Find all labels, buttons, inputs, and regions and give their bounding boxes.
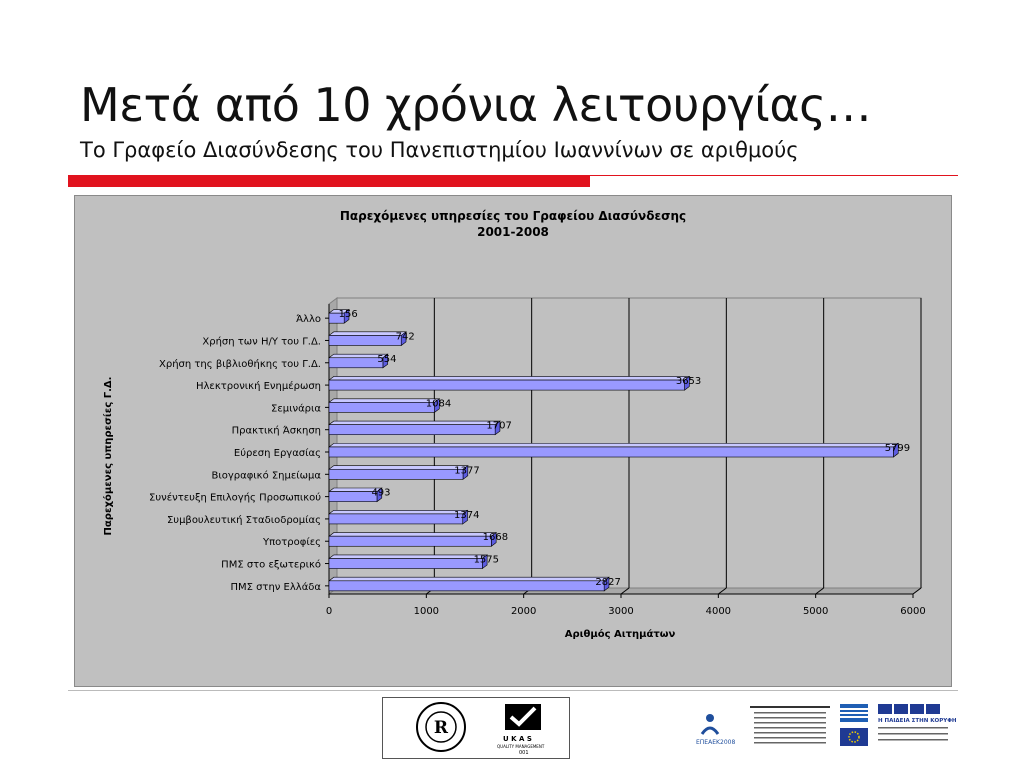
epeaek-logo: ΕΠΕΑΕΚ 2008 bbox=[696, 714, 735, 746]
iso-certification-seal: R bbox=[416, 702, 466, 752]
y-tick-label: Βιογραφικό Σημείωμα bbox=[211, 469, 321, 481]
x-tick-label: 3000 bbox=[608, 606, 633, 617]
ministry-text-block bbox=[750, 706, 830, 744]
gridline-floor bbox=[718, 587, 727, 595]
bar-top bbox=[328, 554, 489, 559]
y-tick-label: Χρήση της βιβλιοθήκης του Γ.Δ. bbox=[159, 358, 321, 370]
paideia-logo: Η ΠΑΙΔΕΙΑ ΣΤΗΝ ΚΟΡΥΦΗ bbox=[878, 704, 957, 741]
data-label: 2827 bbox=[595, 577, 620, 588]
data-label: 742 bbox=[396, 331, 415, 342]
data-label: 1377 bbox=[454, 465, 479, 476]
chart-panel: Παρεχόμενες υπηρεσίες του Γραφείου Διασύ… bbox=[74, 195, 952, 687]
bar-top bbox=[328, 576, 610, 582]
x-tick-label: 5000 bbox=[803, 606, 828, 617]
slide-subtitle: Το Γραφείο Διασύνδεσης του Πανεπιστημίου… bbox=[80, 138, 799, 162]
data-label: 156 bbox=[339, 309, 358, 320]
y-tick-label: Άλλο bbox=[296, 313, 321, 325]
accent-line bbox=[590, 175, 958, 176]
y-tick-label: Σεμινάρια bbox=[271, 402, 321, 414]
bar bbox=[328, 580, 605, 592]
data-label: 1668 bbox=[483, 532, 508, 543]
bar bbox=[328, 513, 464, 525]
y-tick-label: Συμβουλευτική Σταδιοδρομίας bbox=[167, 514, 321, 526]
y-tick-label: ΠΜΣ στο εξωτερικό bbox=[221, 559, 321, 571]
y-tick-label: Ηλεκτρονική Ενημέρωση bbox=[196, 380, 321, 392]
gridline-floor bbox=[620, 587, 630, 595]
bar-top bbox=[328, 376, 691, 381]
epeaek-label: ΕΠΕΑΕΚ bbox=[696, 739, 721, 746]
data-label: 1084 bbox=[426, 398, 451, 409]
data-label: 1374 bbox=[454, 510, 479, 521]
chart-title-line-2: 2001-2008 bbox=[477, 225, 549, 239]
greek-flag-icon bbox=[840, 704, 868, 722]
bar-top bbox=[328, 532, 498, 537]
y-axis-label: Παρεχόμενες υπηρεσίες Γ.Δ. bbox=[102, 377, 114, 536]
ukas-sublabel: QUALITY MANAGEMENT bbox=[497, 744, 545, 749]
bar-top bbox=[328, 510, 469, 515]
bar bbox=[328, 491, 378, 502]
bar bbox=[328, 558, 483, 569]
gridline-floor bbox=[912, 587, 922, 595]
data-label: 493 bbox=[371, 488, 390, 499]
y-tick-label: ΠΜΣ στην Ελλάδα bbox=[230, 581, 321, 593]
plot-area: 0 1000 2000 3000 4000 5000 6000 Άλλο 156 Χρήση τω… bbox=[149, 297, 926, 617]
certification-logos: R U K A S QUALITY MANAGEMENT 001 bbox=[382, 697, 570, 759]
ukas-label: U K A S bbox=[503, 735, 532, 743]
y-tick-label: Εύρεση Εργασίας bbox=[234, 447, 321, 459]
footer-divider bbox=[68, 690, 958, 691]
eu-flag-icon bbox=[840, 728, 868, 746]
x-tick-label: 6000 bbox=[900, 606, 925, 617]
x-tick-label: 0 bbox=[326, 606, 332, 617]
bar bbox=[328, 446, 894, 458]
bar-top bbox=[328, 420, 501, 425]
bar-top bbox=[328, 465, 469, 470]
bar-top bbox=[328, 331, 407, 336]
y-tick-label: Συνέντευξη Επιλογής Προσωπικού bbox=[149, 492, 321, 504]
epeaek-year: 2008 bbox=[720, 739, 735, 746]
chart-title-line-1: Παρεχόμενες υπηρεσίες του Γραφείου Διασύ… bbox=[340, 209, 686, 223]
data-label: 3653 bbox=[676, 376, 701, 387]
bar bbox=[328, 357, 384, 369]
bar bbox=[328, 535, 492, 547]
data-label: 554 bbox=[377, 354, 396, 365]
data-label: 1575 bbox=[474, 555, 499, 566]
bar bbox=[328, 402, 435, 413]
bar-top bbox=[328, 443, 900, 448]
accent-bar bbox=[68, 175, 590, 187]
ukas-number: 001 bbox=[519, 750, 529, 756]
x-tick-label: 4000 bbox=[706, 606, 731, 617]
slide-title: Μετά από 10 χρόνια λειτουργίας… bbox=[80, 78, 872, 132]
funding-logos: ΕΠΕΑΕΚ 2008 Η ΠΑΙΔΕΙΑ bbox=[688, 700, 964, 752]
data-label: 5799 bbox=[885, 443, 910, 454]
data-label: 1707 bbox=[486, 421, 511, 432]
gridline-floor bbox=[815, 587, 824, 595]
bar-top bbox=[328, 398, 441, 403]
bar-chart: Παρεχόμενες υπηρεσίες του Γραφείου Διασύ… bbox=[102, 209, 926, 640]
paideia-title: Η ΠΑΙΔΕΙΑ ΣΤΗΝ ΚΟΡΥΦΗ bbox=[878, 718, 957, 724]
y-tick-label: Χρήση των Η/Υ του Γ.Δ. bbox=[202, 335, 321, 347]
x-tick-label: 2000 bbox=[511, 606, 536, 617]
svg-text:R: R bbox=[434, 718, 449, 738]
bar bbox=[328, 424, 496, 436]
x-axis-label: Αριθμός Αιτημάτων bbox=[565, 628, 676, 640]
x-tick-label: 1000 bbox=[414, 606, 439, 617]
bar bbox=[328, 335, 402, 346]
y-tick-label: Υποτροφίες bbox=[262, 536, 321, 548]
bar bbox=[328, 468, 464, 480]
bar bbox=[328, 379, 685, 391]
ukas-checkmark-logo bbox=[505, 704, 541, 730]
y-tick-label: Πρακτική Άσκηση bbox=[232, 425, 321, 437]
